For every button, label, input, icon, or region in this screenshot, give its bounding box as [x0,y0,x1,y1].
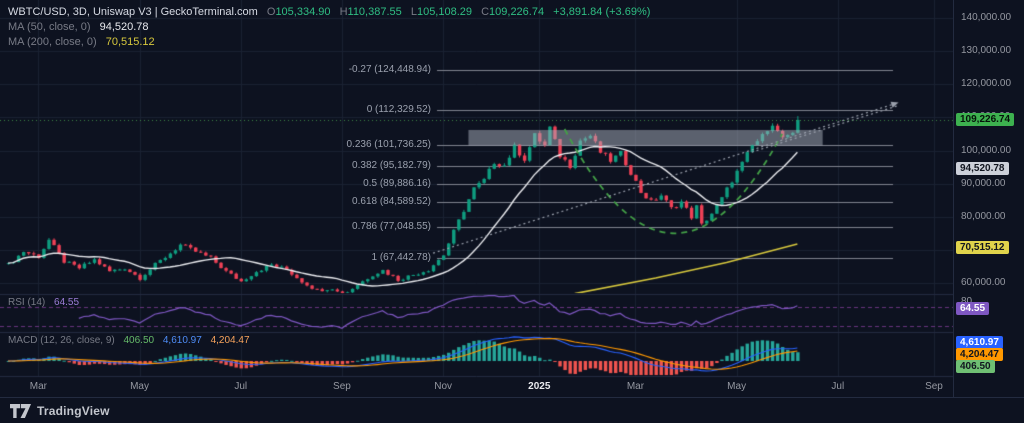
ohlc-low-label: L [410,6,417,18]
price-axis-tick: 120,000.00 [961,78,1012,90]
time-axis-tick: May [727,381,747,392]
rsi-legend: RSI (14) 64.55 [8,297,79,308]
fib-level-label: 0.382 (95,182.79) [352,160,431,172]
rsi-value-badge: 64.55 [956,302,990,316]
time-axis-tick: Sep [333,381,351,392]
price-axis-tick: 60,000.00 [961,277,1006,288]
ohlc-low-value: 105,108.29 [416,6,473,18]
time-axis[interactable]: Mar May Jul Sep Nov 2025 Mar May Jul Sep [0,377,953,397]
tradingview-logo[interactable] [10,403,31,418]
tradingview-brand-text[interactable]: TradingView [37,403,110,418]
macd-line-value: 4,610.97 [162,335,202,346]
ma50-legend-row: MA (50, close, 0) 94,520.78 [8,20,650,35]
rsi-axis-tick: 80 [961,295,973,307]
time-axis-tick: Jul [234,381,248,392]
ohlc-change-value: +3,891.84 (+3.69%) [553,6,651,18]
macd-hist-badge: 406.50 [956,360,995,373]
symbol-title[interactable]: WBTC/USD, 3D, Uniswap V3 | GeckoTerminal… [8,6,258,18]
time-axis-tick: Mar [29,381,47,392]
time-axis-tick: Sep [925,381,943,392]
price-axis-tick: 90,000.00 [961,177,1006,189]
rsi-legend-value: 64.55 [54,297,80,308]
macd-signal-value: 4,204.47 [210,335,250,346]
fib-level-label: 1 (67,442.78) [371,252,432,264]
ma200-legend-label: MA (200, close, 0) [8,36,97,48]
ohlc-open-value: 105,334.90 [275,6,331,18]
chart-legend: WBTC/USD, 3D, Uniswap V3 | GeckoTerminal… [8,5,650,50]
time-axis-tick: May [130,381,149,392]
bottom-toolbar: TradingView [0,397,1024,423]
macd-legend: MACD (12, 26, close, 9) 406.50 4,610.97 … [8,335,250,346]
fib-level-label: 0.236 (101,736.25) [346,138,431,150]
ohlc-high-label: H [339,6,348,18]
fib-level-label: 0.786 (77,048.55) [352,220,431,232]
rsi-legend-label: RSI (14) [8,297,46,308]
fib-level-label: 0.5 (89,886.16) [363,178,431,189]
ma50-price-badge: 94,520.78 [956,161,1009,175]
macd-signal-badge: 4,204.47 [956,348,1003,361]
macd-legend-label: MACD (12, 26, close, 9) [8,335,115,346]
fib-level-label: -0.27 (124,448.94) [348,63,431,75]
time-axis-tick: Nov [434,381,453,392]
ohlc-open-label: O [266,6,276,18]
chart-canvas[interactable] [0,0,953,397]
macd-value-badge: 4,610.97 [956,336,1003,349]
price-axis-tick: 100,000.00 [961,144,1012,156]
time-axis-tick: Jul [831,381,845,392]
price-axis-tick: 130,000.00 [961,45,1012,57]
price-axis-tick: 140,000.00 [961,12,1012,23]
fib-level-label: 0.618 (84,589.52) [352,195,431,207]
last-price-badge: 109,226.74 [956,112,1015,126]
price-axis[interactable]: 140,000.00130,000.00120,000.00110,000.00… [953,0,1024,397]
symbol-legend-row: WBTC/USD, 3D, Uniswap V3 | GeckoTerminal… [8,5,650,20]
fib-level-label: 0 (112,329.52) [366,103,431,115]
macd-hist-value: 406.50 [123,335,155,346]
time-axis-tick: Mar [626,381,645,392]
ma50-legend-label: MA (50, close, 0) [8,21,91,33]
price-axis-tick: 80,000.00 [961,210,1006,222]
ma200-legend-value: 70,515.12 [105,36,155,48]
ma200-price-badge: 70,515.12 [956,241,1009,255]
ma200-legend-row: MA (200, close, 0) 70,515.12 [8,35,650,50]
ohlc-high-value: 110,387.55 [347,6,402,18]
ohlc-close-label: C [481,6,490,18]
ma50-legend-value: 94,520.78 [99,21,149,33]
time-axis-tick: 2025 [528,381,551,392]
ohlc-close-value: 109,226.74 [489,6,545,18]
